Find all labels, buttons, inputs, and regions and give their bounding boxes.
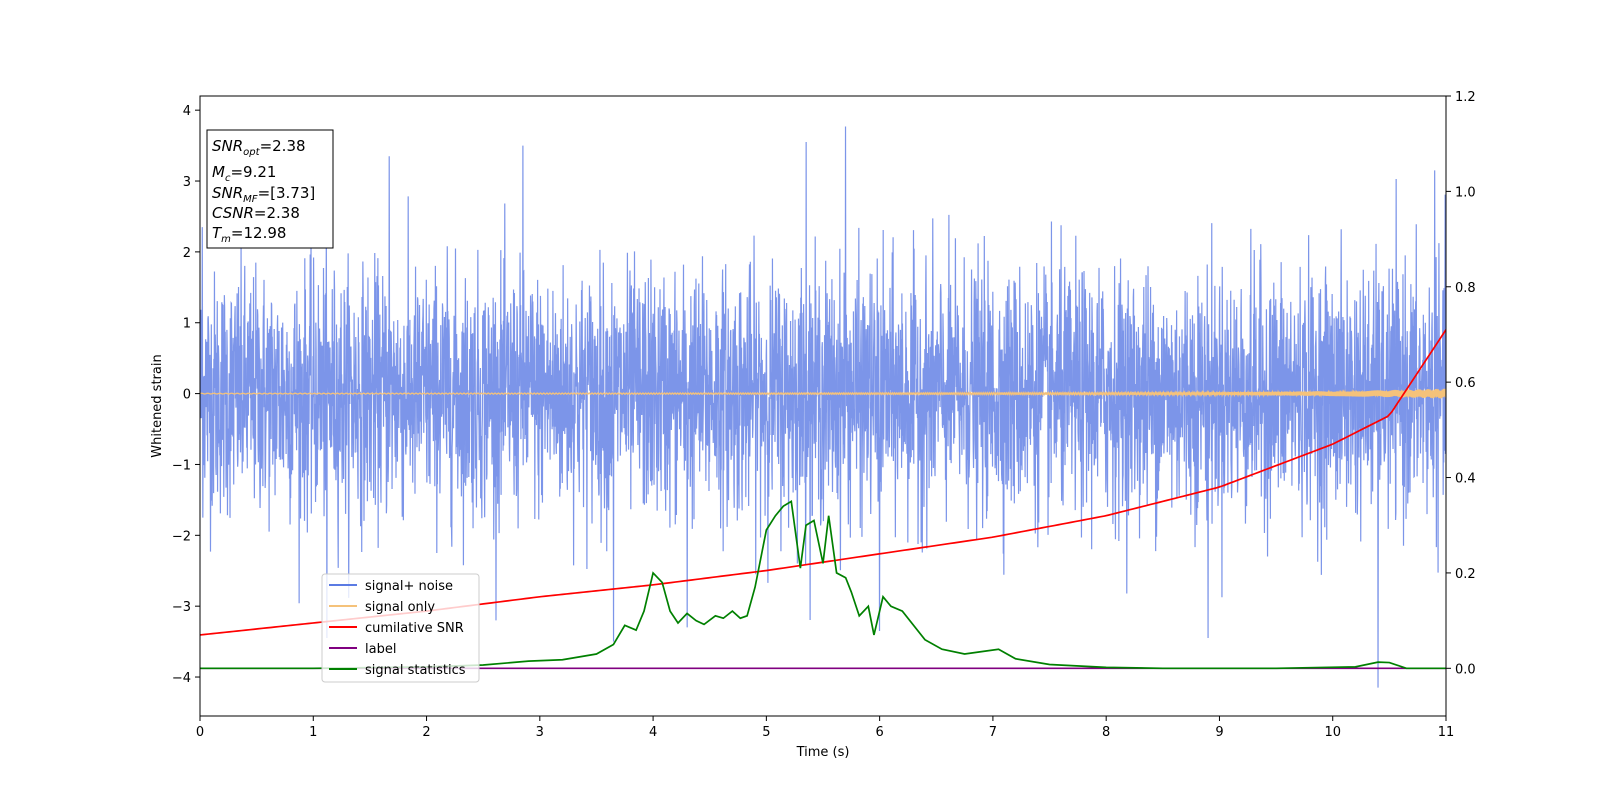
series-noise-line — [200, 126, 1446, 688]
y2-tick-label: 0.6 — [1455, 376, 1476, 391]
axes-layer: 0 1 2 3 4 5 6 7 8 9 10 11 −4 −3 −2 −1 0 1 2 3 4 0.0 0.2 0.4 0.6 0… — [172, 90, 1476, 740]
y-tick-label: −4 — [172, 671, 191, 686]
y2-tick-label: 0.8 — [1455, 281, 1476, 296]
legend: signal+ noise signal only cumilative SNR… — [321, 573, 480, 683]
legend-frame — [321, 573, 480, 683]
legend-entry-label: label — [329, 642, 396, 657]
x-tick-label: 1 — [309, 725, 317, 740]
y2-tick-label: 0.2 — [1455, 567, 1476, 582]
legend-entry-signal: signal only — [329, 600, 435, 615]
legend-label-noise: signal+ noise — [365, 579, 453, 594]
x-tick-label: 2 — [422, 725, 430, 740]
y2-tick-label: 1.2 — [1455, 90, 1476, 105]
legend-label-cum-snr: cumilative SNR — [365, 621, 464, 636]
y2-tick-label: 1.0 — [1455, 185, 1476, 200]
info-tm: Tm=12.98 — [212, 224, 286, 245]
info-csnr: CSNR=2.38 — [212, 204, 300, 222]
x-tick-label: 8 — [1102, 725, 1110, 740]
legend-entry-stats: signal statistics — [329, 663, 466, 678]
legend-entry-noise: signal+ noise — [329, 579, 453, 594]
legend-label-stats: signal statistics — [365, 663, 466, 678]
y-axis-label: Whitened strain — [150, 354, 165, 457]
legend-label-signal: signal only — [365, 600, 435, 615]
y-tick-label: 3 — [183, 175, 191, 190]
series-stats-line — [200, 499, 1446, 670]
x-axis-label: Time (s) — [796, 745, 850, 760]
x-tick-label: 9 — [1215, 725, 1223, 740]
x-tick-label: 10 — [1324, 725, 1341, 740]
y-tick-label: 4 — [183, 104, 191, 119]
legend-label-label: label — [365, 642, 396, 657]
x-tick-label: 4 — [649, 725, 657, 740]
y-tick-label: 1 — [183, 317, 191, 332]
info-snr-mf: SNRMF=[3.73] — [212, 184, 315, 205]
info-mc: Mc=9.21 — [212, 163, 276, 184]
y-tick-label: 2 — [183, 246, 191, 261]
y2-tick-label: 0.4 — [1455, 472, 1476, 487]
x-tick-label: 7 — [989, 725, 997, 740]
series-signal-line — [200, 388, 1446, 399]
y-tick-label: −1 — [172, 458, 191, 473]
info-box-frame — [206, 129, 334, 249]
x-tick-label: 6 — [875, 725, 883, 740]
y-tick-label: −2 — [172, 529, 191, 544]
x-tick-label: 0 — [196, 725, 204, 740]
plot-frame — [199, 95, 1447, 717]
x-tick-label: 11 — [1438, 725, 1455, 740]
y-tick-label: −3 — [172, 600, 191, 615]
legend-entry-cum-snr: cumilative SNR — [329, 621, 464, 636]
y2-tick-label: 0.0 — [1455, 662, 1476, 677]
info-snr-opt: SNRopt=2.38 — [212, 137, 306, 158]
info-box: SNRopt=2.38 Mc=9.21 SNRMF=[3.73] CSNR=2.… — [206, 129, 334, 249]
y-tick-label: 0 — [183, 388, 191, 403]
x-tick-label: 5 — [762, 725, 770, 740]
x-tick-label: 3 — [536, 725, 544, 740]
